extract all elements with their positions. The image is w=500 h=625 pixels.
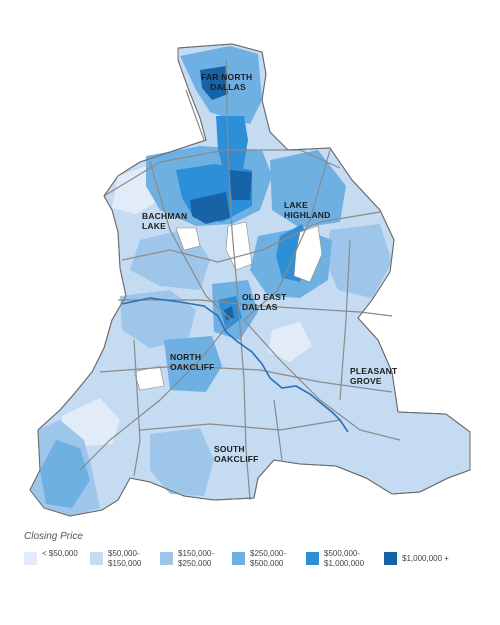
legend-swatch [24,552,37,565]
legend-label: $1,000,000 + [402,554,449,563]
legend-item-250k-500k: $250,000- $500,000 [232,549,286,568]
highway-network [79,59,401,501]
label-pleasant-grove: PLEASANT GROVE [350,366,400,386]
legend-swatch [90,552,103,565]
legend-swatch [306,552,319,565]
tract-c5 [216,116,248,180]
label-far-north-dallas: FAR NORTH DALLAS [201,72,255,92]
label-bachman-lake: BACHMAN LAKE [142,211,190,231]
legend-item-500k-1m: $500,000- $1,000,000 [306,549,364,568]
legend-label: < $50,000 [42,549,78,558]
label-south-oakcliff: SOUTH OAKCLIFF [214,444,259,464]
tract-c6 [228,170,252,200]
tract-c3 [326,224,392,298]
legend-swatch [384,552,397,565]
label-old-east-dallas: OLD EAST DALLAS [242,292,289,312]
tract-c6 [200,66,228,100]
legend-item-50k-150k: $50,000- $150,000 [90,549,141,568]
dallas-closing-price-map: FAR NORTH DALLAS LAKE HIGHLAND BACHMAN L… [29,43,471,517]
legend-item-over-1m: $1,000,000 + [384,549,449,565]
legend-label: $500,000- $1,000,000 [324,549,365,568]
label-north-oakcliff: NORTH OAKCLIFF [170,352,215,372]
tract-c1 [268,322,312,362]
tract-c4 [270,150,346,228]
legend-swatch [160,552,173,565]
legend-label: $150,000- $250,000 [178,549,215,568]
legend-swatch [232,552,245,565]
tract-c4 [40,440,90,508]
tract-c3 [120,290,196,348]
legend-item-150k-250k: $150,000- $250,000 [160,549,214,568]
city-boundary-outline [29,43,471,517]
legend-item-under-50k: < $50,000 [24,549,78,565]
label-lake-highland: LAKE HIGHLAND [284,200,330,220]
tract-c3 [150,428,214,496]
trinity-river [121,297,349,433]
tract-c6 [190,192,230,224]
bachman-lake-area [175,227,201,251]
legend-label: $250,000- $500,000 [250,549,287,568]
tract-c6 [224,306,234,320]
legend-label: $50,000- $150,000 [108,549,142,568]
legend-title: Closing Price [24,531,83,542]
